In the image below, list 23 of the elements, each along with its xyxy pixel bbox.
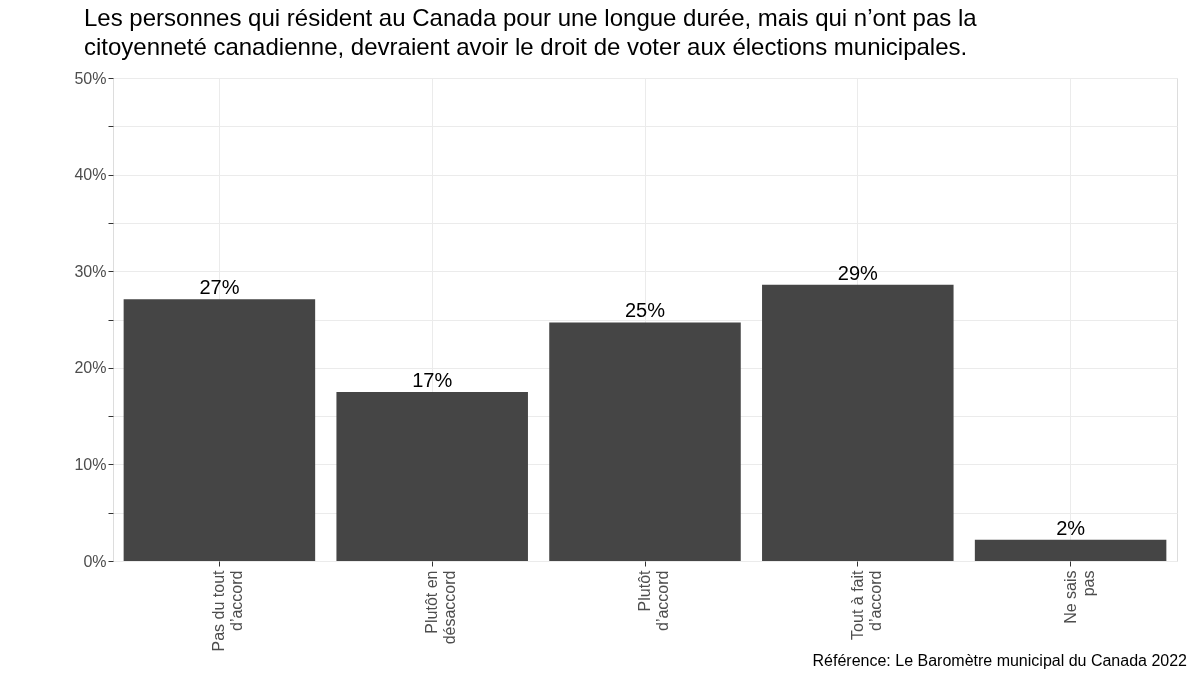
- y-tick-label: 50%: [74, 69, 107, 87]
- data-label: 25%: [624, 299, 666, 322]
- text: Référence: Le Baromètre municipal du Canada 2022: [812, 652, 1188, 669]
- x-tick-label: Tout à fait d’accord: [848, 569, 884, 640]
- bar: [123, 299, 316, 561]
- y-tick-label: 0%: [83, 552, 107, 570]
- x-tick-label: Plutôt d’accord: [636, 569, 671, 631]
- y-tick-label: 20%: [74, 359, 107, 377]
- x-tick-label: Ne sais pas: [1061, 570, 1097, 624]
- chart-title: Les personnes qui résident au Canada pour une longue durée, mais qui n’ont pas la citoyenneté canadienne, devraient avoir le droit de voter aux élections municipales.: [84, 4, 978, 60]
- y-tick-label: 30%: [74, 262, 107, 280]
- data-label: 29%: [837, 261, 879, 284]
- bar: [336, 391, 528, 561]
- x-tick-label: Plutôt en désaccord: [423, 570, 459, 645]
- bar: [762, 284, 954, 561]
- bar: [974, 539, 1167, 561]
- y-tick-label: 10%: [74, 455, 107, 473]
- x-tick-label: Pas du tout d’accord: [210, 569, 246, 652]
- data-label: 2%: [1056, 516, 1086, 539]
- data-label: 27%: [199, 276, 240, 299]
- y-tick-label: 40%: [74, 166, 107, 184]
- bar: [549, 322, 741, 561]
- data-label: 17%: [412, 368, 453, 391]
